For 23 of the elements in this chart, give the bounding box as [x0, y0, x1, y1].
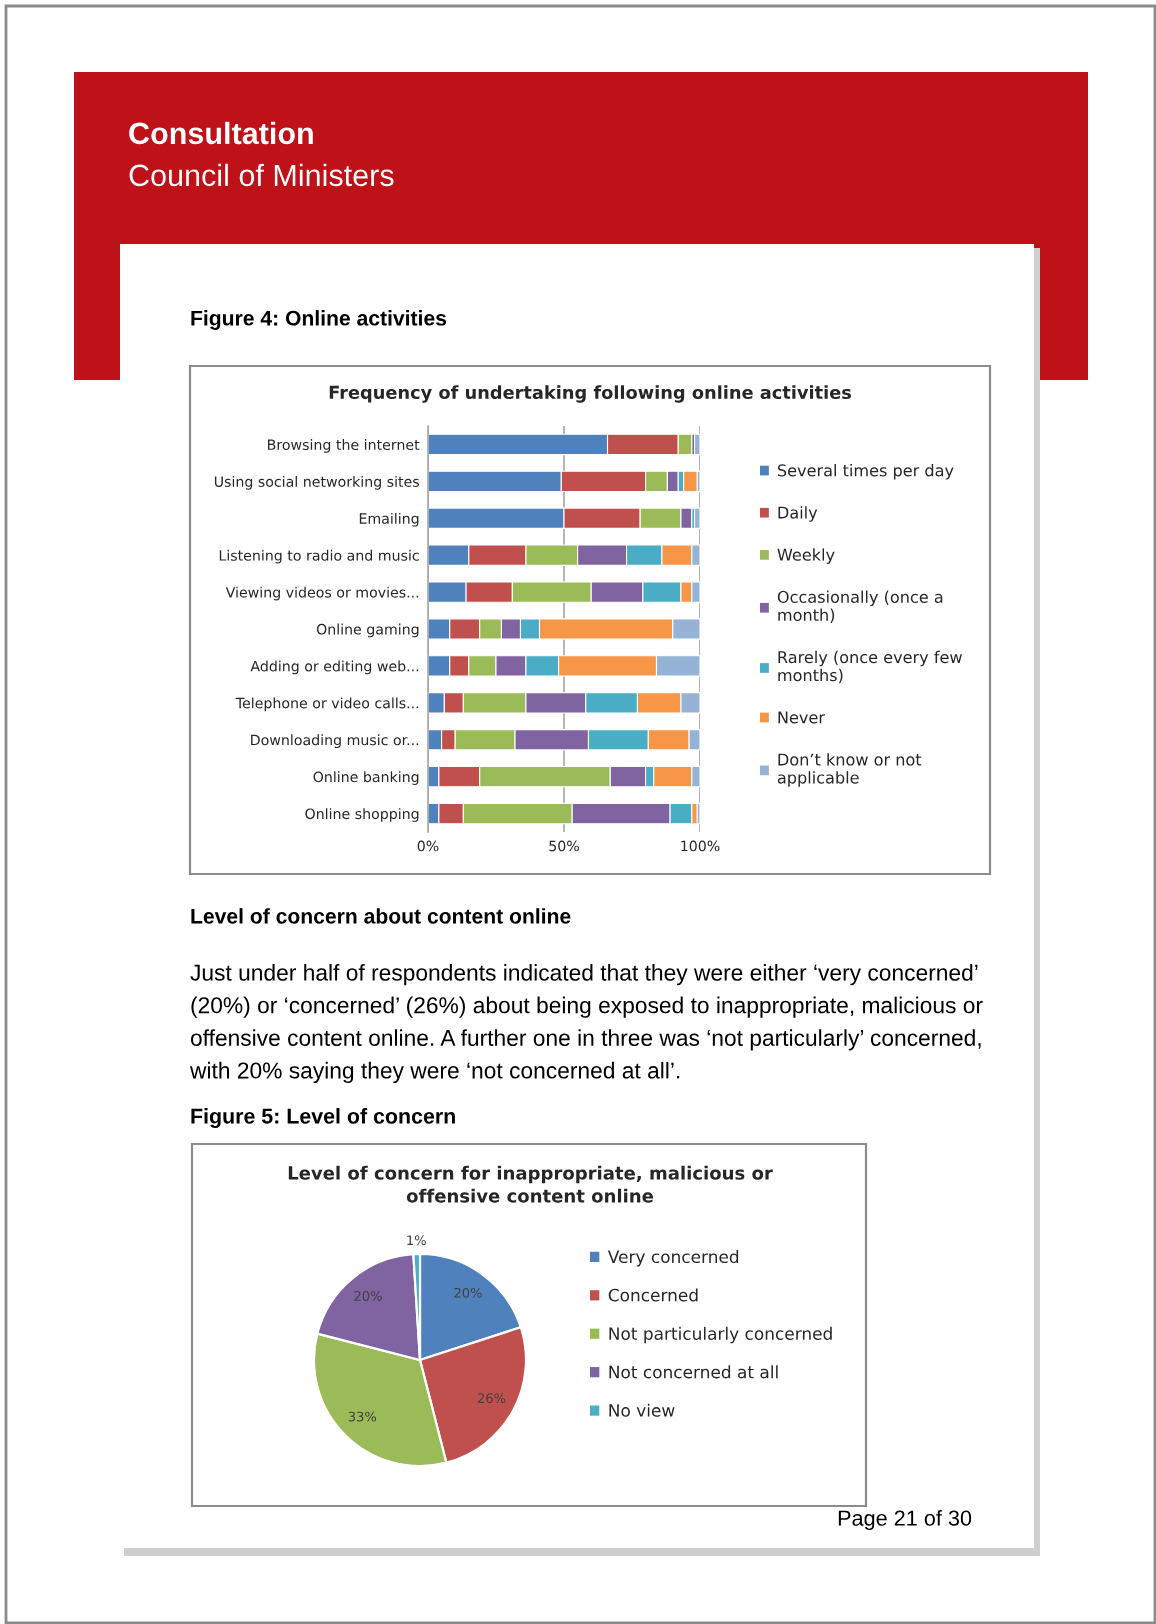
legend-label: Weekly	[777, 548, 835, 564]
bar	[653, 765, 693, 788]
text: Consultation	[129, 121, 313, 145]
legend-label: Never	[778, 711, 825, 724]
legend-label: Daily	[778, 506, 818, 522]
text: Page 21 of 30	[838, 1509, 972, 1531]
legend-label: Occasionally (once a month)	[777, 590, 943, 623]
bar	[683, 470, 698, 493]
legend-label: Concerned	[608, 1288, 698, 1302]
text: Level of concern about content online	[191, 908, 571, 924]
text: Council of Ministers	[129, 163, 394, 187]
legend-label: Very concerned	[607, 1250, 739, 1267]
legend-label: Don’t know or not applicable	[777, 753, 922, 787]
legend-label: Not particularly concerned	[609, 1326, 832, 1344]
chart-title: Level of concern for inappropriate, malicious or offensive content online	[288, 1165, 773, 1203]
legend-label: Rarely (once every few months)	[778, 650, 962, 684]
text: Just under half of respondents indicated that they were either ‘very concerned’ (20%) or ‘concerned’ (26%) about being exposed to inappropriate, malicious or offensive content online. A further one in three was ‘not particularly’ concerned, with 20% saying they were ‘not concerned at all’.	[189, 964, 983, 1084]
legend-label: Several times per day	[777, 464, 954, 480]
legend-label: No view	[609, 1403, 675, 1417]
caption: Figure 5: Level of concern	[191, 1107, 455, 1129]
chart-title: Frequency of undertaking following online activities	[329, 385, 851, 403]
legend-label: Not concerned at all	[609, 1365, 778, 1379]
caption: Figure 4: Online activities	[191, 310, 447, 330]
